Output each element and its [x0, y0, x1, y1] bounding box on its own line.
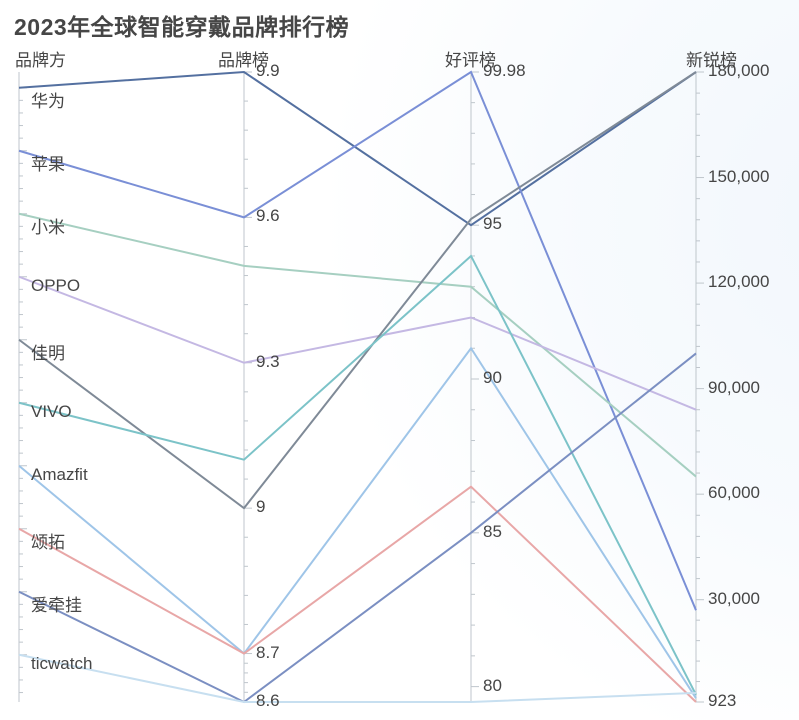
axis-num-label: 9.3 [256, 352, 280, 372]
axis-header-brand: 品牌方 [15, 46, 66, 71]
chart-title: 2023年全球智能穿戴品牌排行榜 [14, 8, 349, 42]
axis-cat-label: OPPO [31, 276, 80, 296]
axis-num-label: 80 [483, 676, 502, 696]
axis-num-label: 85 [483, 522, 502, 542]
axis-cat-label: 佳明 [31, 339, 65, 364]
series-line [19, 256, 696, 695]
axis-num-label: 180,000 [708, 61, 769, 81]
axis-num-label: 99.98 [483, 61, 526, 81]
series-line [19, 72, 696, 610]
series-line [19, 72, 696, 508]
axis-num-label: 9 [256, 497, 265, 517]
series-line [19, 353, 696, 702]
series-line [19, 348, 696, 698]
axis-num-label: 120,000 [708, 272, 769, 292]
axis-cat-label: ticwatch [31, 654, 92, 674]
axis-num-label: 8.6 [256, 691, 280, 711]
axis-cat-label: 苹果 [31, 150, 65, 175]
series-line [19, 655, 696, 702]
axis-cat-label: Amazfit [31, 465, 88, 485]
axis-cat-label: 颂拓 [31, 528, 65, 553]
axis-num-label: 90 [483, 368, 502, 388]
axis-num-label: 8.7 [256, 643, 280, 663]
plot-svg [0, 0, 799, 720]
parallel-chart: 2023年全球智能穿戴品牌排行榜 品牌方华为苹果小米 OPPO 佳明 VIVO Amaz… [0, 0, 799, 720]
axis-num-label: 95 [483, 214, 502, 234]
axis-num-label: 9.6 [256, 206, 280, 226]
axis-cat-label: 小米 [31, 213, 65, 238]
axis-cat-label: 华为 [31, 87, 65, 112]
series-line [19, 487, 696, 702]
axis-num-label: 9.9 [256, 61, 280, 81]
series-line [19, 277, 696, 410]
axis-cat-label: VIVO [31, 402, 72, 422]
axis-num-label: 30,000 [708, 589, 760, 609]
axis-cat-label: 爱牵挂 [31, 591, 82, 616]
axis-num-label: 60,000 [708, 483, 760, 503]
series-line [19, 214, 696, 477]
series-line [19, 72, 696, 225]
axis-num-label: 90,000 [708, 378, 760, 398]
axis-num-label: 923 [708, 691, 736, 711]
axis-num-label: 150,000 [708, 167, 769, 187]
